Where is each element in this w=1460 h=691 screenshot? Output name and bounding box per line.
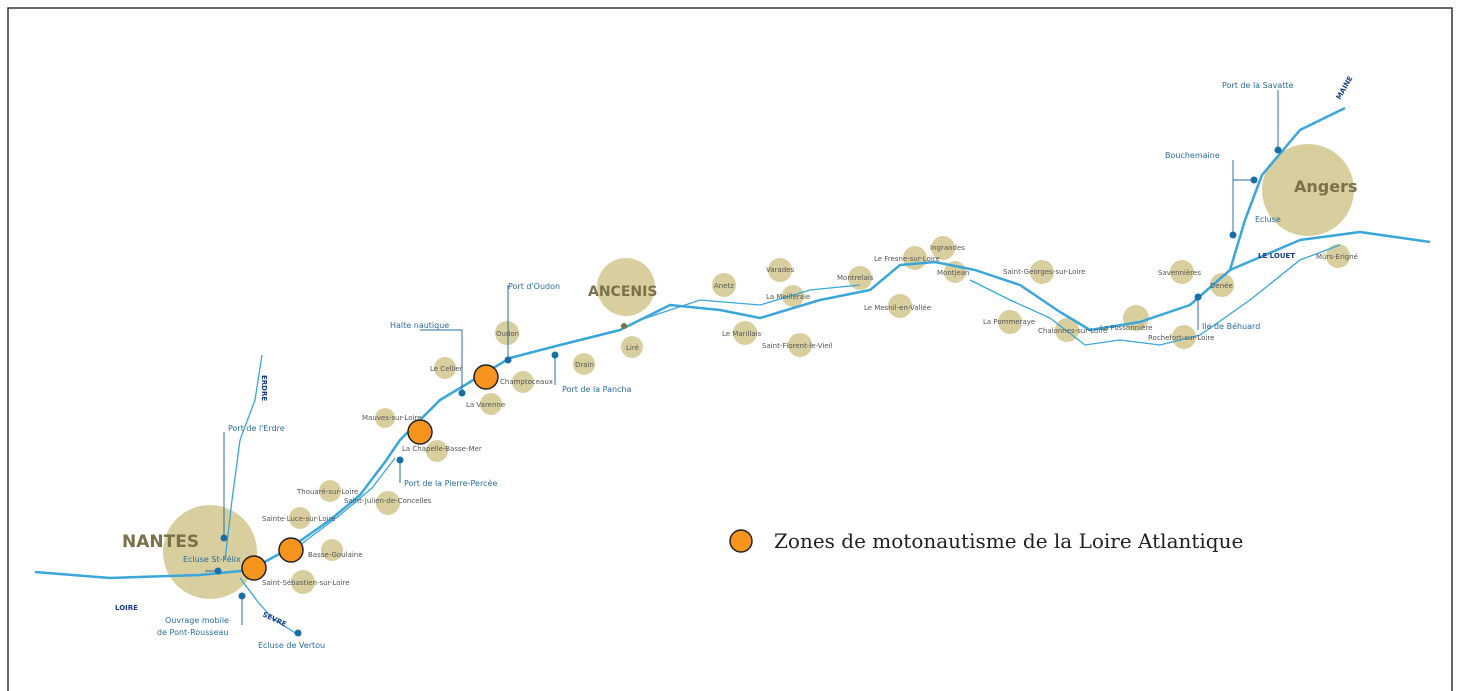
town-label: La Meilleraie	[766, 293, 810, 301]
port-label: Bouchemaine	[1165, 151, 1220, 160]
legend-swatch	[730, 530, 752, 552]
city-label: ANCENIS	[588, 284, 657, 300]
legend-label: Zones de motonautisme de la Loire Atlant…	[774, 529, 1243, 553]
town-label: Champtoceaux	[500, 378, 553, 386]
town-label: Varades	[766, 266, 794, 274]
town-label: Saint-Sébastien-sur-Loire	[262, 579, 350, 587]
town-label: Montjean	[937, 269, 969, 277]
town-label: Oudon	[496, 330, 519, 338]
city-label: NANTES	[122, 532, 199, 552]
river-label: LE LOUET	[1258, 252, 1295, 260]
town-label: Saint-Florent-le-Vieil	[762, 342, 833, 350]
town-label: Anetz	[714, 282, 734, 290]
town-label: Saint-Georges-sur-Loire	[1003, 268, 1085, 276]
port-leads	[205, 90, 1282, 637]
port-label: Ecluse	[1255, 215, 1281, 224]
zones	[242, 365, 498, 580]
town-label: La Pommeraye	[983, 318, 1035, 326]
town-label: La Varenne	[466, 401, 505, 409]
labels: NANTES ANCENIS Angers LOIRE ERDRE SEVRE …	[115, 75, 1358, 650]
city-label: Angers	[1294, 177, 1358, 196]
town-label: La Possonnière	[1100, 324, 1152, 332]
port-label: Port de la Pancha	[562, 385, 632, 394]
legend: Zones de motonautisme de la Loire Atlant…	[730, 529, 1243, 553]
town-label: Liré	[626, 344, 639, 352]
port-label: Ouvrage mobile	[165, 616, 229, 625]
town-label: La Chapelle-Basse-Mer	[402, 445, 482, 453]
town-label: Rochefort-sur-Loire	[1148, 334, 1214, 342]
river-label: SEVRE	[261, 611, 288, 629]
port-label: Port de la Pierre-Percée	[404, 478, 497, 488]
port-label: Ile de Béhuard	[1202, 321, 1260, 331]
town-label: Mûrs-Erigné	[1316, 253, 1358, 261]
river-label: MAINE	[1335, 75, 1355, 101]
port-label: Ecluse de Vertou	[258, 641, 325, 650]
river-label: LOIRE	[115, 604, 138, 612]
town-label: Le Cellier	[430, 365, 463, 373]
port-label: de Pont-Rousseau	[157, 628, 228, 637]
town-label: Savennières	[1158, 269, 1201, 277]
town-label: Chalonnes-sur-Loire	[1038, 327, 1107, 335]
river-label: ERDRE	[260, 375, 268, 401]
town-label: Thouaré-sur-Loire	[296, 488, 358, 496]
port-label: Port d'Oudon	[508, 282, 560, 291]
town-label: Basse-Goulaine	[308, 551, 363, 559]
port-label: Port de la Savatte	[1222, 81, 1294, 90]
port-label: Halte nautique	[390, 321, 449, 330]
town-label: Montrelais	[837, 274, 874, 282]
town-label: Le Marillais	[722, 330, 762, 338]
town-label: Le Fresne-sur-Loire	[874, 255, 940, 263]
town-label: Ingrandes	[930, 244, 965, 252]
town-label: Drain	[575, 361, 594, 369]
town-label: Le Mesnil-en-Vallée	[864, 304, 931, 312]
map: NANTES ANCENIS Angers LOIRE ERDRE SEVRE …	[0, 0, 1460, 691]
town-label: Saint-Julien-de-Concelles	[344, 497, 432, 505]
port-label: Port de l'Erdre	[228, 424, 285, 433]
town-label: Denée	[1210, 282, 1233, 290]
port-label: Ecluse St-Félix	[183, 554, 241, 564]
town-label: Sainte-Luce-sur-Loire	[262, 515, 336, 523]
town-label: Mauves-sur-Loire	[362, 414, 421, 422]
